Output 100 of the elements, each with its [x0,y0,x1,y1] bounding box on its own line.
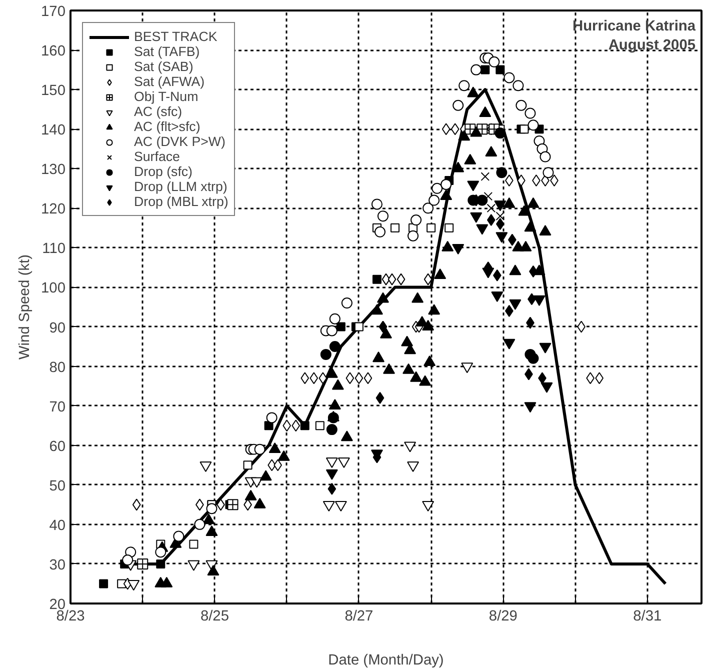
point [496,212,505,220]
point [254,444,266,455]
point [480,65,490,74]
point [407,461,420,472]
point [300,372,310,384]
point [470,212,482,223]
text: August 2005 [608,38,696,54]
point [354,322,364,332]
point [434,268,446,280]
point [509,264,522,276]
point [227,499,238,510]
point [509,299,522,310]
point [300,421,310,430]
point [326,424,338,436]
point [486,204,496,213]
point [320,348,332,360]
point [520,124,529,134]
y-tick-label: 170 [41,4,66,20]
point [488,56,500,68]
point [491,291,504,302]
legend-label: Drop (MBL xtrp) [134,194,228,209]
legend-label: AC (DVK P>W) [134,134,226,149]
point [329,341,340,352]
point [326,469,338,480]
point [503,338,516,350]
point [328,482,336,495]
y-tick-label: 160 [41,44,66,60]
point [426,223,436,232]
y-tick-label: 120 [41,202,66,218]
point [206,503,218,514]
y-tick-label: 30 [49,557,66,574]
point [156,559,166,568]
point [494,128,506,139]
point [470,126,482,137]
point [318,372,328,384]
x-axis-title: Date (Month/Day) [328,652,444,668]
point [372,274,382,284]
point [322,500,335,512]
point [155,546,166,558]
y-tick-label: 40 [49,518,66,534]
point [338,458,350,468]
legend-label: Sat (SAB) [134,59,194,74]
point [422,500,434,512]
y-tick-label: 100 [41,280,66,297]
point [326,458,338,468]
point [122,554,134,566]
point [496,167,508,178]
point [390,223,400,232]
y-tick-label: 130 [41,162,66,178]
point [524,221,536,232]
point [524,402,536,413]
legend-label: Surface [134,149,180,164]
point [128,580,140,591]
y-tick-label: 140 [41,122,66,139]
point [496,65,505,74]
point [376,392,384,404]
legend-label: BEST TRACK [134,29,218,44]
y-tick-label: 50 [49,478,66,494]
point [364,372,372,384]
point [137,558,148,570]
x-tick-label: 8/27 [344,608,374,624]
x-tick-label: 8/31 [633,608,662,624]
legend-label: Drop (LLM xtrp) [134,179,228,194]
y-tick-label: 70 [49,399,66,416]
point [450,123,460,136]
point [282,420,292,432]
text: Hurricane Katrina [572,18,696,34]
point [533,295,546,306]
point [404,442,416,452]
point [132,498,141,511]
point [388,273,396,286]
legend-label: AC (flt>sfc) [134,119,200,134]
point [243,460,252,470]
legend-label: AC (sfc) [134,104,182,119]
point [528,352,539,364]
point [442,123,450,136]
point [458,130,470,141]
point [396,273,406,286]
point [250,477,263,488]
point [422,202,434,214]
legend-label: Sat (TAFB) [134,44,200,59]
point [440,178,452,190]
legend-label: Drop (sfc) [134,164,192,179]
y-tick-label: 90 [49,320,66,336]
point [595,372,604,384]
point [484,192,493,201]
point [334,500,347,512]
point [99,579,108,588]
point [292,420,300,432]
point [540,382,553,393]
legend-label: Obj T-Num [134,89,198,104]
point [315,421,324,430]
point [382,273,390,286]
point [539,342,552,354]
point [424,273,432,286]
point [374,226,386,238]
point [461,362,474,374]
point [188,560,200,571]
x-tick-label: 8/29 [488,608,518,624]
point [444,223,454,232]
